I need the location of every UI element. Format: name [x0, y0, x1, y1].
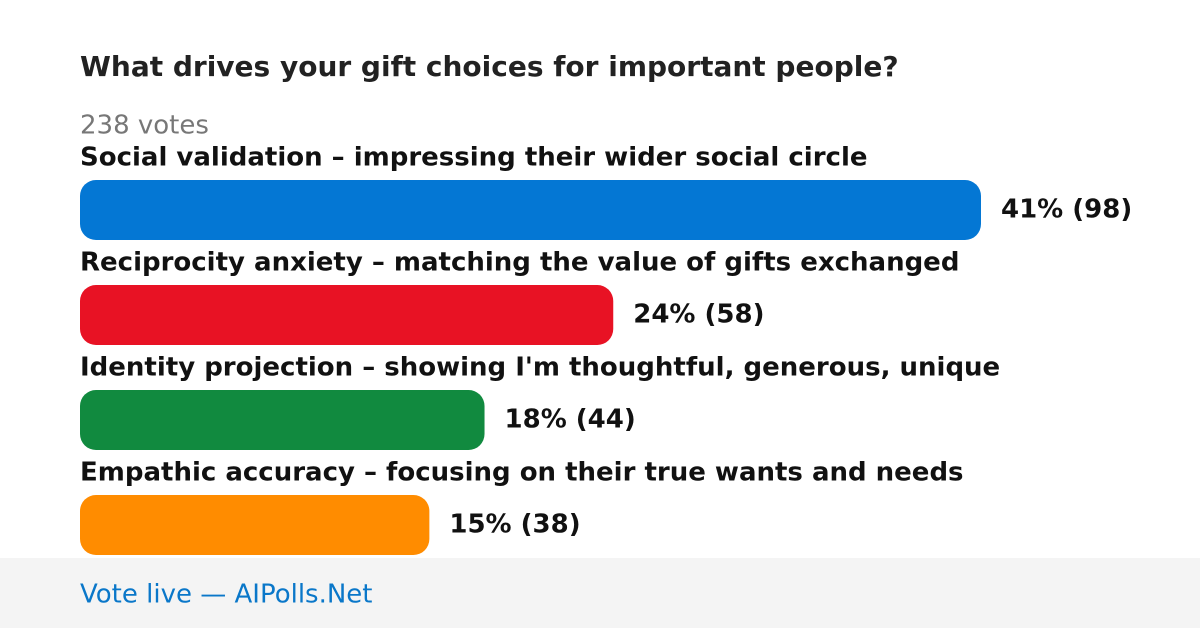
bar: [80, 390, 485, 450]
option-label: Reciprocity anxiety – matching the value…: [80, 248, 959, 278]
value-label: 41% (98): [1001, 195, 1132, 225]
footer-band: [0, 558, 1200, 628]
value-label: 18% (44): [505, 405, 636, 435]
footer-link[interactable]: Vote live — AIPolls.Net: [80, 580, 373, 610]
option-label: Empathic accuracy – focusing on their tr…: [80, 458, 964, 488]
value-label: 24% (58): [633, 300, 764, 330]
value-label: 15% (38): [449, 510, 580, 540]
bar: [80, 495, 430, 555]
option-label: Identity projection – showing I'm though…: [80, 353, 1000, 383]
vote-count: 238 votes: [80, 111, 209, 141]
poll-title: What drives your gift choices for import…: [80, 50, 899, 83]
bar: [80, 285, 614, 345]
option-label: Social validation – impressing their wid…: [80, 143, 868, 173]
bar: [80, 180, 981, 240]
